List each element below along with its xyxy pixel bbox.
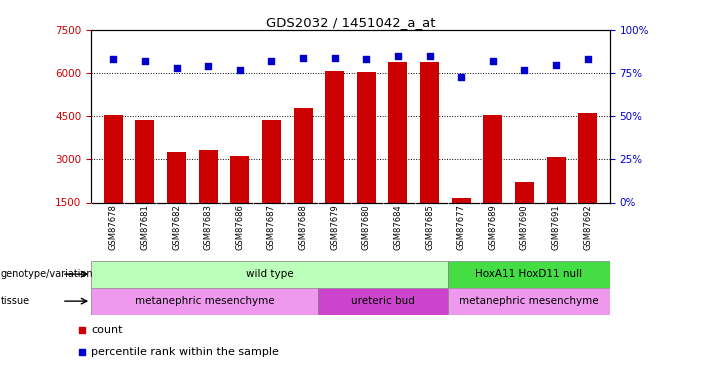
Text: count: count [91, 325, 123, 334]
Bar [547, 157, 566, 203]
Text: metanephric mesenchyme: metanephric mesenchyme [135, 296, 274, 306]
Text: percentile rank within the sample: percentile rank within the sample [91, 347, 279, 357]
Bar [135, 120, 154, 202]
Text: HoxA11 HoxD11 null: HoxA11 HoxD11 null [475, 269, 583, 279]
Bar [294, 108, 313, 202]
Bar [262, 120, 281, 202]
Point [361, 56, 372, 62]
Point [77, 349, 88, 355]
Point [266, 58, 277, 64]
Bar [484, 114, 503, 202]
Point [203, 63, 214, 69]
Point [487, 58, 498, 64]
Bar [318, 288, 448, 315]
Bar [104, 115, 123, 202]
Point [550, 62, 562, 68]
Bar [325, 71, 344, 202]
Text: metanephric mesenchyme: metanephric mesenchyme [459, 296, 599, 306]
Text: wild type: wild type [245, 269, 293, 279]
Point [171, 65, 182, 71]
Point [77, 327, 88, 333]
Bar [198, 150, 217, 202]
Text: tissue: tissue [1, 296, 30, 306]
Point [329, 55, 340, 61]
Bar [448, 261, 610, 288]
Point [424, 53, 435, 59]
Point [108, 56, 119, 62]
Bar [388, 62, 407, 202]
Point [297, 55, 308, 61]
Bar [448, 288, 610, 315]
Title: GDS2032 / 1451042_a_at: GDS2032 / 1451042_a_at [266, 16, 435, 29]
Bar [357, 72, 376, 202]
Point [393, 53, 404, 59]
Point [234, 67, 245, 73]
Text: genotype/variation: genotype/variation [1, 269, 93, 279]
Bar [515, 182, 534, 203]
Point [456, 74, 467, 80]
Text: ureteric bud: ureteric bud [351, 296, 415, 306]
Bar [451, 198, 470, 202]
Bar [91, 288, 318, 315]
Point [582, 56, 593, 62]
Bar [167, 152, 186, 202]
Bar [578, 113, 597, 202]
Bar [231, 156, 250, 203]
Point [519, 67, 530, 73]
Bar [420, 62, 439, 202]
Bar [91, 261, 448, 288]
Point [139, 58, 151, 64]
